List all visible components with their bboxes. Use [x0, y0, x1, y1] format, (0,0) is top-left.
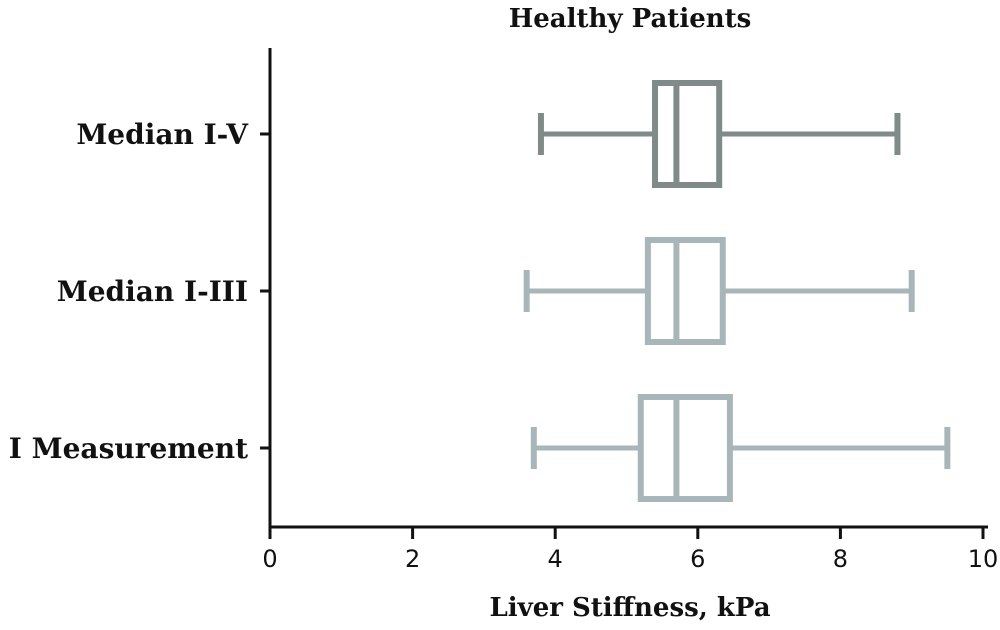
chart-title: Healthy Patients [509, 4, 752, 34]
x-tick-label: 4 [548, 545, 563, 573]
x-tick-label: 0 [262, 545, 277, 573]
box-2: Median I-III [57, 237, 915, 345]
x-tick-label: 8 [833, 545, 848, 573]
category-label: I Measurement [9, 432, 248, 465]
category-label: Median I-III [57, 275, 248, 308]
x-tick-label: 2 [405, 545, 420, 573]
boxes: Median I-V Median I-III I Measurement [9, 80, 951, 502]
x-tick-label: 10 [968, 545, 999, 573]
category-label: Median I-V [76, 118, 249, 151]
iqr-box [652, 80, 723, 188]
iqr-box [644, 237, 726, 345]
x-axis-ticks: 0 2 4 6 8 10 [262, 527, 998, 573]
iqr-box [637, 394, 733, 502]
box-3: I Measurement [9, 394, 951, 502]
box-1: Median I-V [76, 80, 901, 188]
x-axis-label: Liver Stiffness, kPa [489, 593, 770, 623]
x-tick-label: 6 [690, 545, 705, 573]
